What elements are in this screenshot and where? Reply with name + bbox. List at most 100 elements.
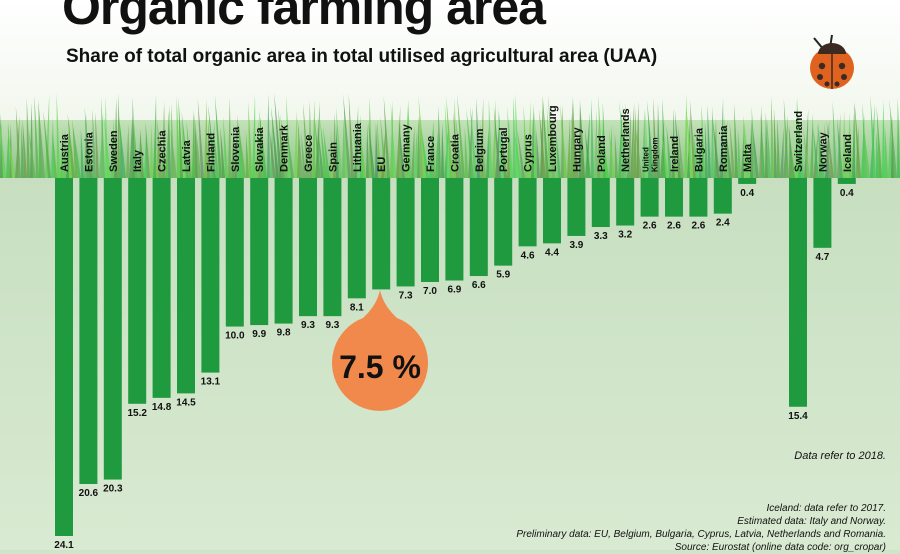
category-label: Ireland <box>669 136 681 172</box>
value-label: 2.6 <box>643 221 657 232</box>
bar-estonia <box>79 178 98 485</box>
bar-netherlands <box>616 178 635 226</box>
value-label: 9.9 <box>252 329 266 340</box>
note-iceland: Iceland: data refer to 2017. <box>766 503 886 514</box>
value-label: 8.1 <box>350 302 364 313</box>
value-label: 20.3 <box>103 484 123 495</box>
category-label: Malta <box>742 143 754 172</box>
bar-belgium <box>469 178 488 277</box>
category-label: Bulgaria <box>693 127 705 172</box>
value-label: 15.2 <box>127 408 147 419</box>
value-label: 15.4 <box>788 411 808 422</box>
value-label: 5.9 <box>496 270 510 281</box>
category-label: Lithuania <box>352 122 364 172</box>
category-label: Greece <box>303 135 315 172</box>
value-label: 6.6 <box>472 280 486 291</box>
value-label: 3.9 <box>569 240 583 251</box>
bar-finland <box>201 178 220 373</box>
category-label: Hungary <box>571 127 583 173</box>
bar-switzerland <box>789 178 807 407</box>
category-label: France <box>425 136 437 172</box>
grass-decoration <box>0 93 900 178</box>
value-label: 2.6 <box>667 221 681 232</box>
category-label: Romania <box>718 125 730 172</box>
category-label: UnitedKingdom <box>642 137 660 172</box>
category-label: Estonia <box>83 131 95 172</box>
eu-callout-value: 7.5 % <box>339 349 421 385</box>
category-label: Croatia <box>449 133 461 172</box>
bar-slovenia <box>225 178 244 327</box>
value-label: 9.8 <box>277 328 291 339</box>
value-label: 2.6 <box>691 221 705 232</box>
bar-cyprus <box>518 178 537 247</box>
value-label: 7.3 <box>399 290 413 301</box>
bar-italy <box>128 178 147 404</box>
eu-callout-bubble <box>332 290 428 411</box>
value-label: 6.9 <box>447 284 461 295</box>
value-label: 7.0 <box>423 286 437 297</box>
bar-greece <box>299 178 317 317</box>
bars-group: Austria 24.1 Estonia 20.6 Sweden 20.3 Italy 15.… <box>54 105 856 550</box>
category-label: Portugal <box>498 127 510 172</box>
bar-austria <box>55 178 73 536</box>
bar-hungary <box>567 178 586 236</box>
bar-norway <box>813 178 832 248</box>
ladybug-icon <box>810 34 854 89</box>
category-label: Switzerland <box>793 111 805 172</box>
bar-malta <box>738 178 757 184</box>
value-label: 24.1 <box>54 540 74 550</box>
value-label: 9.3 <box>325 320 339 331</box>
value-label: 4.7 <box>815 252 829 263</box>
category-label: Poland <box>596 135 608 172</box>
notes-block: Iceland: data refer to 2017. Estimated d… <box>516 502 886 554</box>
category-label: Iceland <box>842 134 854 172</box>
note-source: Source: Eurostat (online data code: org_… <box>674 542 886 553</box>
value-label: 13.1 <box>201 377 221 388</box>
bar-portugal <box>494 178 513 266</box>
category-label: Germany <box>401 123 413 172</box>
bar-bulgaria <box>689 178 708 217</box>
value-label: 0.4 <box>740 188 754 199</box>
bar-denmark <box>274 178 293 324</box>
category-label: Italy <box>132 149 144 172</box>
category-label: Czechia <box>157 130 169 172</box>
page-subtitle: Share of total organic area in total uti… <box>66 46 658 67</box>
value-label: 14.8 <box>152 402 172 413</box>
note-data-year: Data refer to 2018. <box>794 450 886 462</box>
note-preliminary: Preliminary data: EU, Belgium, Bulgaria,… <box>516 529 886 540</box>
category-label: Norway <box>817 131 829 172</box>
bar-eu <box>372 178 391 290</box>
value-label: 2.4 <box>716 218 730 229</box>
value-label: 3.2 <box>618 230 632 241</box>
note-estimated: Estimated data: Italy and Norway. <box>737 516 886 527</box>
page-title: Organic farming area <box>62 0 546 35</box>
category-label: Sweden <box>108 130 120 172</box>
category-label: Netherlands <box>620 108 632 172</box>
value-label: 10.0 <box>225 331 245 342</box>
value-label: 4.4 <box>545 247 559 258</box>
bar-slovakia <box>250 178 269 326</box>
value-label: 4.6 <box>521 250 535 261</box>
bar-france <box>421 178 439 282</box>
bar-czechia <box>152 178 171 398</box>
bar-croatia <box>445 178 464 281</box>
bar-sweden <box>103 178 122 480</box>
value-label: 0.4 <box>840 188 854 199</box>
category-label: Finland <box>205 133 217 172</box>
bar-spain <box>323 178 342 317</box>
category-label: Denmark <box>279 124 291 172</box>
bar-iceland <box>837 178 856 184</box>
bar-germany <box>396 178 415 287</box>
value-label: 14.5 <box>176 397 196 408</box>
bar-lithuania <box>347 178 366 299</box>
category-label: Cyprus <box>523 134 535 172</box>
bar-poland <box>591 178 610 228</box>
value-label: 9.3 <box>301 320 315 331</box>
bar-united-kingdom <box>640 178 659 217</box>
eu-callout: 7.5 % <box>332 290 428 411</box>
bar-latvia <box>177 178 195 394</box>
value-label: 20.6 <box>79 488 99 499</box>
category-label: Spain <box>327 142 339 172</box>
bar-ireland <box>665 178 683 217</box>
